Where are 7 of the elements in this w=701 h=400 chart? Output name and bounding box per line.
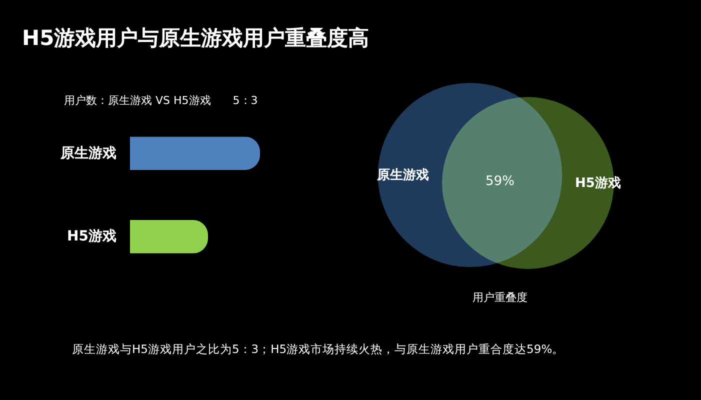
text: 原生游戏与H5游戏用户之比为5：3；H5游戏市场持续火热，与原生游戏用户重合度达59%。 <box>72 342 564 357</box>
chart-subtitle: 用户数：原生游戏 VS H5游戏 5：3 <box>64 93 258 108</box>
text: 59% <box>486 174 514 189</box>
category-label: H5游戏 <box>575 176 621 191</box>
category-label: 原生游戏 <box>376 168 429 183</box>
text: 用户重叠度 <box>472 291 528 304</box>
chart-title: H5游戏用户与原生游戏用户重叠度高 <box>22 25 370 52</box>
